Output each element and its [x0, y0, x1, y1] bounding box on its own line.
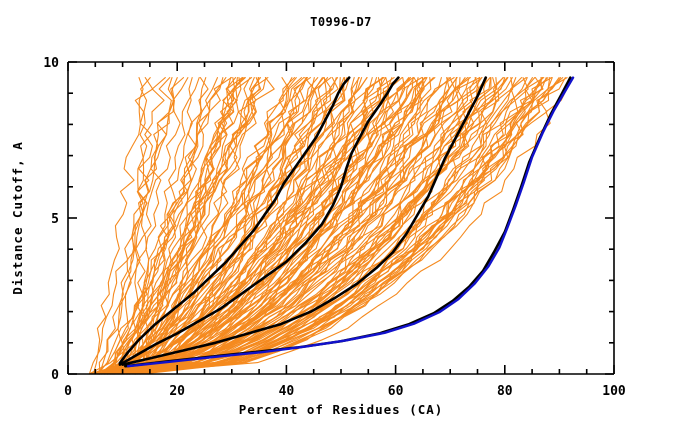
background-model-curve: [94, 77, 345, 375]
background-model-curve: [93, 77, 560, 375]
background-model-curve: [107, 77, 562, 375]
background-model-curve: [112, 77, 332, 375]
background-model-curve: [137, 77, 200, 375]
background-model-curve: [121, 77, 423, 375]
background-model-curve: [97, 77, 219, 375]
background-model-curve: [99, 77, 309, 375]
background-model-curve: [99, 77, 175, 375]
model-curve-highlight-model-2: [118, 76, 400, 366]
background-model-curve: [99, 77, 253, 375]
background-model-curve: [131, 77, 172, 375]
background-model-curve: [96, 77, 378, 375]
background-model-curve: [104, 77, 305, 375]
background-model-curve: [114, 77, 332, 375]
background-model-curve: [106, 77, 315, 375]
x-tick-label-80: 80: [497, 384, 513, 399]
model-curve-highlight-model-1: [118, 76, 351, 365]
background-model-curve: [110, 77, 227, 375]
model-curve-highlight-model-3: [121, 76, 487, 366]
highlight-model-curves: [118, 76, 575, 368]
background-model-curve: [110, 77, 551, 375]
y-tick-labels: 0 5 10: [43, 56, 59, 383]
background-model-curve: [122, 77, 209, 375]
background-model-curve: [88, 77, 307, 375]
background-model-curve: [90, 77, 547, 375]
axis-ticks: [67, 61, 615, 375]
background-model-curve: [133, 77, 400, 375]
background-model-curve: [100, 77, 442, 375]
background-model-curve: [105, 77, 410, 375]
y-tick-label-10: 10: [43, 56, 59, 71]
background-model-curve: [105, 77, 528, 375]
background-model-curve: [123, 77, 469, 375]
model-curve-reference-model-blue: [126, 76, 575, 368]
background-model-curve: [96, 77, 325, 375]
x-tick-label-100: 100: [602, 384, 626, 399]
x-tick-label-20: 20: [169, 384, 185, 399]
background-model-curve: [88, 77, 185, 375]
background-model-curve: [98, 77, 399, 375]
background-model-curve: [92, 77, 154, 375]
background-model-curve: [116, 77, 481, 375]
x-tick-labels: 0 20 40 60 80 100: [64, 384, 626, 399]
background-model-curve: [114, 77, 553, 375]
background-model-curve: [123, 77, 337, 375]
y-tick-label-5: 5: [51, 212, 59, 227]
background-model-curve: [115, 77, 339, 375]
x-tick-label-60: 60: [388, 384, 404, 399]
background-model-curve: [102, 77, 549, 375]
background-model-curve: [116, 77, 488, 375]
background-model-curve: [111, 77, 458, 375]
x-axis-label: Percent of Residues (CA): [239, 402, 444, 417]
background-model-curve: [94, 77, 232, 375]
background-model-curve: [116, 77, 275, 375]
background-model-curve: [123, 77, 432, 375]
background-model-curve: [112, 77, 460, 375]
background-model-curve: [131, 77, 487, 375]
background-model-curve: [103, 77, 260, 375]
background-model-curve: [111, 77, 424, 375]
background-model-curve: [110, 77, 477, 375]
background-model-curve: [98, 77, 260, 375]
background-model-curve: [95, 77, 509, 375]
page-title: T0996-D7: [310, 15, 372, 29]
background-model-curve: [91, 77, 568, 375]
y-axis-label: Distance Cutoff, A: [10, 141, 25, 294]
background-model-curve: [88, 77, 385, 375]
x-tick-label-40: 40: [279, 384, 295, 399]
y-tick-label-0: 0: [51, 368, 59, 383]
background-model-curve: [110, 77, 308, 375]
background-model-curve: [96, 77, 564, 375]
background-model-curve: [103, 77, 450, 375]
background-model-curve: [112, 77, 261, 375]
background-model-curve: [113, 77, 178, 375]
background-model-curve: [113, 77, 426, 375]
background-model-curve: [91, 77, 427, 375]
background-model-curve: [113, 77, 290, 375]
x-tick-label-0: 0: [64, 384, 72, 399]
background-model-curve: [95, 77, 483, 375]
